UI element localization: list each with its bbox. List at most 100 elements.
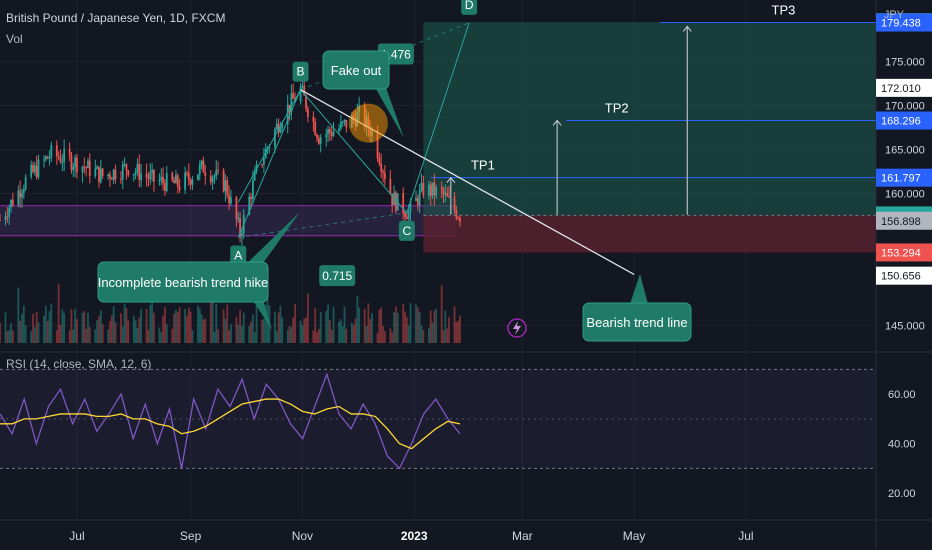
volume-bar: [248, 325, 251, 343]
fake-out-callout-text: Fake out: [331, 63, 382, 78]
volume-bar: [380, 307, 383, 343]
volume-bar: [70, 309, 73, 343]
price-label-text: 161.797: [881, 173, 921, 185]
volume-bar: [422, 329, 425, 343]
candle-body: [43, 159, 45, 161]
volume-bar: [442, 330, 445, 343]
volume-bar: [0, 322, 1, 343]
candle-body: [457, 217, 460, 219]
volume-bar: [173, 313, 175, 343]
volume-bar: [409, 303, 412, 343]
volume-bar: [261, 319, 263, 343]
candle-body: [217, 169, 219, 171]
volume-bar: [153, 312, 155, 343]
point-badge-b: [292, 61, 309, 82]
price-label-text: 150.656: [881, 271, 921, 283]
candle-body: [187, 172, 190, 180]
volume-bar: [279, 305, 282, 343]
rsi-tick-label: 60.00: [888, 389, 916, 401]
volume-bar: [306, 293, 309, 343]
time-tick-label: Jul: [738, 529, 753, 543]
candle-body: [213, 176, 216, 178]
volume-bar: [158, 327, 161, 343]
candle-body: [261, 163, 263, 165]
candle-body: [44, 156, 47, 160]
volume-bar: [363, 308, 366, 343]
volume-bar: [112, 306, 115, 343]
volume-bar: [444, 310, 447, 343]
candle-body: [429, 184, 432, 196]
candle-body: [237, 218, 240, 220]
volume-bar: [74, 308, 77, 343]
candle-body: [8, 207, 11, 217]
volume-bar: [200, 314, 203, 343]
volume-bar: [57, 283, 60, 343]
candle-body: [4, 216, 7, 221]
candle-body: [72, 166, 75, 171]
candle-body: [200, 160, 203, 166]
volume-bar: [325, 310, 328, 343]
volume-bar: [55, 330, 58, 343]
volume-bar: [217, 329, 219, 343]
candle-body: [252, 180, 254, 199]
volume-bar: [211, 290, 214, 343]
candle-body: [339, 122, 342, 129]
volume-bar: [303, 318, 306, 343]
volume-bar: [339, 319, 342, 343]
candle-body: [292, 93, 295, 99]
candle-body: [420, 183, 423, 191]
volume-bar: [264, 304, 267, 343]
candle-body: [327, 129, 329, 135]
candle-body: [299, 87, 302, 102]
candle-body: [99, 168, 102, 183]
volume-bar: [48, 311, 51, 343]
volume-bar: [312, 330, 315, 343]
tp-label-tp2: TP2: [605, 101, 629, 116]
candle-body: [235, 197, 238, 220]
volume-bar: [435, 308, 438, 343]
candle-body: [301, 85, 304, 88]
volume-bar: [440, 285, 443, 343]
volume-bar: [184, 309, 186, 343]
candle-body: [418, 190, 421, 206]
candle-body: [19, 190, 22, 198]
candle-body: [253, 171, 256, 181]
fake-out-circle: [348, 103, 388, 143]
volume-bar: [319, 312, 322, 343]
candle-body: [59, 157, 62, 163]
candle-body: [268, 146, 271, 148]
candle-body: [250, 196, 252, 199]
volume-bar: [250, 321, 252, 343]
volume-bar: [107, 329, 110, 343]
rsi-label: RSI (14, close, SMA, 12, 6): [6, 357, 152, 371]
volume-bar: [11, 330, 14, 343]
candle-body: [175, 175, 177, 184]
time-tick-label: Jul: [69, 529, 84, 543]
price-label-text: 172.010: [881, 83, 921, 95]
volume-bar: [328, 320, 331, 343]
candle-body: [0, 219, 1, 221]
price-tick-label: 145.000: [885, 320, 925, 332]
candle-body: [74, 157, 77, 167]
candle-body: [50, 145, 53, 158]
price-tick-label: 170.000: [885, 101, 925, 113]
rsi-line: [0, 372, 461, 470]
volume-bar: [114, 322, 117, 343]
volume-bar: [235, 316, 238, 343]
volume-bar: [273, 311, 276, 343]
candle-body: [209, 175, 212, 183]
volume-bar: [81, 312, 84, 343]
candle-body: [440, 187, 443, 190]
volume-bar: [263, 318, 265, 343]
volume-bar: [176, 312, 179, 343]
volume-bar: [98, 316, 100, 343]
candle-body: [101, 168, 104, 177]
volume-bar: [343, 306, 346, 343]
volume-bar: [72, 329, 75, 343]
volume-bar: [288, 326, 291, 343]
volume-bar: [239, 309, 241, 343]
candle-body: [376, 130, 379, 158]
volume-bar: [145, 309, 148, 343]
candle-body: [87, 160, 89, 169]
